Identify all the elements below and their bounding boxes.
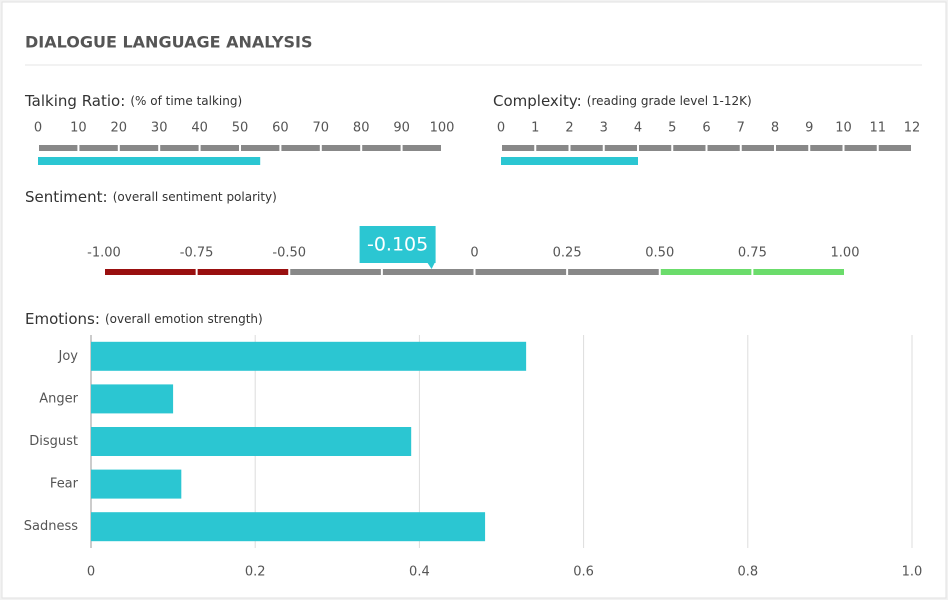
x-tick-label: 0.2	[245, 565, 266, 580]
gauge-segment	[241, 145, 280, 151]
gauge-value-bar	[501, 157, 638, 165]
gauge-tick-label: 10	[835, 121, 852, 136]
gauge-tick-label: 70	[313, 121, 330, 136]
gauge-tick-label: 0.50	[645, 246, 674, 261]
gauge-segment	[660, 269, 752, 275]
gauge-label: Sentiment:	[25, 188, 108, 206]
gauge-segment	[105, 269, 196, 275]
gauge-tick-label: 5	[668, 121, 676, 136]
gauge-value-bar	[38, 157, 261, 165]
gauge-title: Sentiment: (overall sentiment polarity)	[25, 187, 277, 206]
gauge-segment	[39, 145, 78, 151]
gauge-tick-label: 40	[191, 121, 208, 136]
x-tick-label: 0.4	[409, 565, 430, 580]
gauge-segment	[878, 145, 911, 151]
gauge-tick-label: 1	[531, 121, 539, 136]
gauge-tick-label: 9	[805, 121, 813, 136]
gauge-tick-label: 8	[771, 121, 779, 136]
gauge-title: Talking Ratio: (% of time talking)	[24, 91, 242, 110]
gauge-segment	[402, 145, 441, 151]
chart-label: Emotions:	[25, 310, 100, 328]
y-tick-label: Disgust	[29, 434, 78, 449]
gauge-tick-label: 11	[869, 121, 886, 136]
gauge-note: (% of time talking)	[130, 94, 242, 108]
gauge-segment	[290, 269, 381, 275]
gauge-tick-label: 20	[111, 121, 128, 136]
x-tick-label: 0.6	[573, 565, 594, 580]
panel-title: DIALOGUE LANGUAGE ANALYSIS	[25, 33, 313, 52]
gauge-tick-label: 2	[565, 121, 573, 136]
gauge-segment	[753, 269, 844, 275]
bar	[91, 341, 527, 371]
gauge-tick-label: 3	[600, 121, 608, 136]
gauge-segment	[639, 145, 672, 151]
gauge-label: Talking Ratio:	[24, 92, 125, 110]
x-tick-label: 0	[87, 565, 95, 580]
gauge-segment	[321, 145, 361, 151]
gauge-segment	[502, 145, 535, 151]
gauge-tick-label: 80	[353, 121, 370, 136]
gauge-tick-label: -0.50	[272, 246, 306, 261]
y-tick-label: Sadness	[24, 519, 78, 534]
gauge-segment	[362, 145, 401, 151]
gauge-segment	[200, 145, 239, 151]
gauge-tick-label: 60	[272, 121, 289, 136]
gauge-segment	[604, 145, 637, 151]
sentiment-callout	[359, 226, 436, 269]
gauge-segment	[536, 145, 569, 151]
gauge-segment	[810, 145, 843, 151]
gauge-tick-label: 0	[497, 121, 505, 136]
gauge-tick-label: 6	[702, 121, 710, 136]
gauge-tick-label: 30	[151, 121, 168, 136]
gauge-segment	[707, 145, 740, 151]
gauge-note: (overall sentiment polarity)	[113, 190, 277, 204]
gauge-segment	[197, 269, 289, 275]
x-tick-label: 0.8	[737, 565, 758, 580]
gauge-note: (reading grade level 1-12K)	[587, 94, 752, 108]
gauge-tick-label: 12	[904, 121, 921, 136]
gauge-tick-label: -1.00	[87, 246, 121, 261]
gauge-tick-label: -0.75	[180, 246, 214, 261]
gauge-segment	[568, 269, 659, 275]
chart-subtitle: (overall emotion strength)	[105, 312, 263, 326]
sentiment-value: -0.105	[367, 234, 428, 256]
gauge-tick-label: 100	[430, 121, 455, 136]
chart-title: Emotions: (overall emotion strength)	[25, 309, 263, 328]
y-tick-label: Fear	[50, 477, 79, 492]
gauge-segment	[741, 145, 774, 151]
gauge-segment	[281, 145, 320, 151]
gauge-segment	[776, 145, 809, 151]
gauge-tick-label: 4	[634, 121, 642, 136]
gauge-tick-label: 0.25	[553, 246, 582, 261]
bar	[91, 384, 174, 414]
gauge-tick-label: 10	[70, 121, 87, 136]
gauge-title: Complexity: (reading grade level 1-12K)	[493, 91, 752, 110]
gauge-tick-label: 0	[470, 246, 478, 261]
gauge-tick-label: 50	[232, 121, 249, 136]
bar	[91, 512, 486, 542]
bar	[91, 427, 412, 456]
gauge-segment	[382, 269, 474, 275]
gauge-segment	[119, 145, 159, 151]
gauge-tick-label: 90	[393, 121, 410, 136]
y-tick-label: Anger	[39, 391, 78, 406]
gauge-segment	[844, 145, 877, 151]
gauge-segment	[570, 145, 603, 151]
gauge-tick-label: 1.00	[831, 246, 860, 261]
x-tick-label: 1.0	[902, 565, 923, 580]
gauge-segment	[475, 269, 567, 275]
gauge-tick-label: 0	[34, 121, 42, 136]
gauge-label: Complexity:	[493, 92, 582, 110]
gauge-segment	[673, 145, 706, 151]
gauge-tick-label: 7	[737, 121, 745, 136]
gauge-segment	[160, 145, 199, 151]
y-tick-label: Joy	[58, 349, 79, 364]
gauge-segment	[79, 145, 118, 151]
gauge-tick-label: 0.75	[738, 246, 767, 261]
bar	[91, 469, 182, 499]
